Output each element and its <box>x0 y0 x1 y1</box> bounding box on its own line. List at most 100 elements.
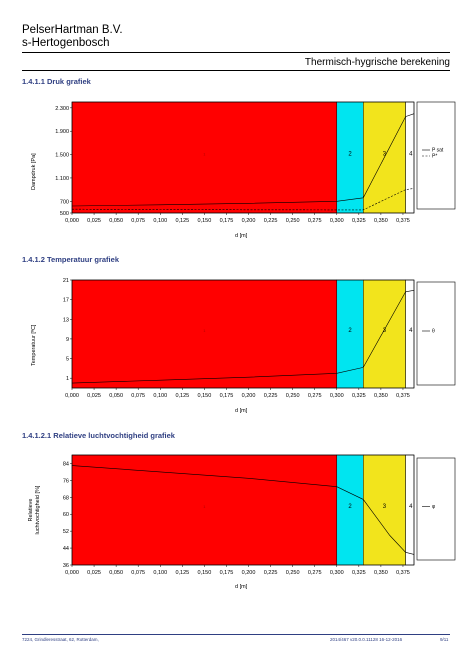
x-tick-label: 0,350 <box>374 393 388 399</box>
legend-box <box>416 281 456 386</box>
x-tick-label: 0,175 <box>220 218 234 224</box>
x-tick-label: 0,075 <box>131 393 145 399</box>
legend-entry: P sat <box>432 148 444 154</box>
layer-label-2: 2 <box>348 328 352 334</box>
y-tick-label: 36 <box>63 563 69 569</box>
plot-frame <box>71 279 415 389</box>
x-tick-label: 0,025 <box>87 570 101 576</box>
company-line-1: PelserHartman B.V. <box>22 24 123 36</box>
x-tick-label: 0,200 <box>242 393 256 399</box>
layer-band-3 <box>363 279 406 389</box>
legend-entry: φ <box>432 504 436 510</box>
layer-label-4: 4 <box>409 328 413 334</box>
layer-label-1: 1 <box>203 504 206 509</box>
x-tick-label: 0,350 <box>374 570 388 576</box>
layer-label-3: 3 <box>383 328 387 334</box>
y-tick-label: 52 <box>63 529 69 535</box>
temperature-x-axis-label: d [m] <box>235 408 248 414</box>
footer-address: 7224, Grindleresstraat, 62, Rotterdam, <box>22 637 99 642</box>
layer-label-4: 4 <box>409 151 413 157</box>
layer-label-2: 2 <box>348 504 352 510</box>
x-tick-label: 0,200 <box>242 218 256 224</box>
y-tick-label: 68 <box>63 495 69 501</box>
x-tick-label: 0,375 <box>396 218 410 224</box>
company-name: PelserHartman B.V. s-Hertogenbosch <box>22 24 123 50</box>
x-tick-label: 0,050 <box>109 393 123 399</box>
footer-page: 9/11 <box>440 637 449 642</box>
footer-divider <box>22 634 450 635</box>
layer-label-1: 1 <box>203 151 206 156</box>
y-tick-label: 17 <box>63 298 69 304</box>
y-tick-label: 1.100 <box>55 176 69 182</box>
layer-band-3 <box>363 454 406 566</box>
x-tick-label: 0,175 <box>220 393 234 399</box>
x-tick-label: 0,075 <box>131 218 145 224</box>
y-tick-label: 76 <box>63 478 69 484</box>
series-line-0 <box>71 465 415 555</box>
x-tick-label: 0,250 <box>286 570 300 576</box>
layer-label-2: 2 <box>348 151 352 157</box>
x-tick-label: 0,000 <box>65 570 79 576</box>
header-divider <box>22 52 450 53</box>
layer-band-4 <box>405 454 415 566</box>
x-tick-label: 0,225 <box>264 393 278 399</box>
x-tick-label: 0,100 <box>153 393 167 399</box>
x-tick-label: 0,300 <box>330 393 344 399</box>
x-tick-label: 0,325 <box>352 218 366 224</box>
y-tick-label: 1.500 <box>55 153 69 159</box>
section-title-humidity: 1.4.1.2.1 Relatieve luchtvochtigheid gra… <box>22 431 175 440</box>
x-tick-label: 0,075 <box>131 570 145 576</box>
layer-label-3: 3 <box>383 504 387 510</box>
x-tick-label: 0,150 <box>198 570 212 576</box>
x-tick-label: 0,150 <box>198 393 212 399</box>
x-tick-label: 0,275 <box>308 218 322 224</box>
y-tick-label: 21 <box>63 278 69 284</box>
x-tick-label: 0,050 <box>109 570 123 576</box>
document-title: Thermisch-hygrische berekening <box>304 57 450 68</box>
x-tick-label: 0,000 <box>65 393 79 399</box>
layer-band-2 <box>336 454 364 566</box>
x-tick-label: 0,275 <box>308 393 322 399</box>
y-tick-label: 2.300 <box>55 106 69 112</box>
series-line-0 <box>71 290 415 384</box>
y-tick-label: 1.900 <box>55 129 69 135</box>
humidity-y-axis-label: Relatieve luchtvochtigheid [%] <box>28 485 41 535</box>
x-tick-label: 0,150 <box>198 218 212 224</box>
x-tick-label: 0,300 <box>330 570 344 576</box>
x-tick-label: 0,225 <box>264 218 278 224</box>
layer-band-1 <box>71 279 338 389</box>
section-title-temperature: 1.4.1.2 Temperatuur grafiek <box>22 255 119 264</box>
y-tick-label: 60 <box>63 512 69 518</box>
x-tick-label: 0,375 <box>396 570 410 576</box>
pressure-y-axis-label: Dampdruk [Pa] <box>31 153 37 190</box>
y-tick-label: 84 <box>63 461 69 467</box>
layer-label-3: 3 <box>383 151 387 157</box>
x-tick-label: 0,100 <box>153 218 167 224</box>
plot-frame <box>71 101 415 214</box>
layer-label-4: 4 <box>409 504 413 510</box>
humidity-x-axis-label: d [m] <box>235 584 248 590</box>
footer-version: 2014/467 v20.0.0.11128 16-12-2016 <box>330 637 403 642</box>
x-tick-label: 0,050 <box>109 218 123 224</box>
y-tick-label: 1 <box>66 376 69 382</box>
legend-box <box>416 457 456 561</box>
title-divider <box>22 70 450 71</box>
layer-band-1 <box>71 101 338 214</box>
series-line-1 <box>71 188 415 211</box>
x-tick-label: 0,375 <box>396 393 410 399</box>
y-tick-label: 13 <box>63 317 69 323</box>
legend-box <box>416 101 456 210</box>
pressure-x-axis-label: d [m] <box>235 233 248 239</box>
layer-label-1: 1 <box>203 328 206 333</box>
x-tick-label: 0,275 <box>308 570 322 576</box>
x-tick-label: 0,325 <box>352 570 366 576</box>
y-tick-label: 500 <box>60 211 69 217</box>
y-tick-label: 5 <box>66 357 69 363</box>
x-tick-label: 0,125 <box>175 570 189 576</box>
x-tick-label: 0,000 <box>65 218 79 224</box>
x-tick-label: 0,250 <box>286 393 300 399</box>
legend-entry: θ <box>432 329 435 335</box>
